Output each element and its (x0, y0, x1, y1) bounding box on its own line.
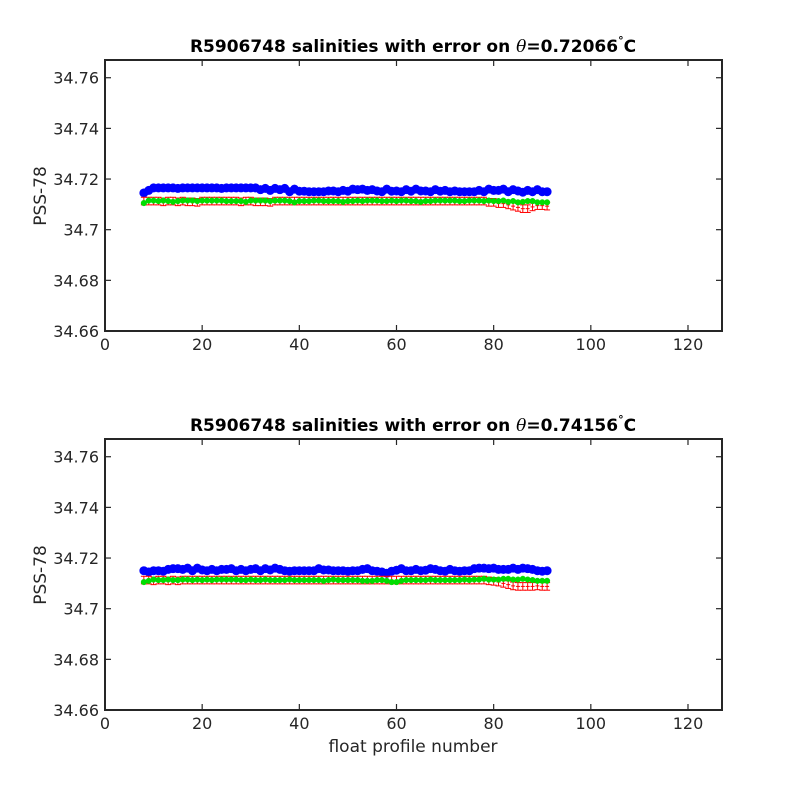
x-tick-label: 40 (289, 335, 309, 354)
x-tick-label: 40 (289, 714, 309, 733)
ylabel-bottom: PSS-78 (31, 545, 51, 605)
x-tick-label: 20 (192, 335, 212, 354)
ylabel-top: PSS-78 (31, 166, 51, 226)
x-tick-label: 120 (673, 714, 704, 733)
plot-frame-bottom (104, 438, 723, 711)
red-errorbar (524, 204, 531, 213)
xlabel-bottom: float profile number (328, 737, 497, 757)
x-tick-label: 80 (483, 335, 503, 354)
subplot-top: R5906748 salinities with error on θ=0.72… (31, 34, 723, 354)
green-point (140, 200, 147, 207)
y-tick-label: 34.72 (53, 549, 99, 568)
y-tick-label: 34.66 (53, 322, 99, 341)
x-tick-label: 60 (386, 714, 406, 733)
x-tick-label: 0 (100, 335, 110, 354)
y-tick-label: 34.68 (53, 271, 99, 290)
y-tick-label: 34.76 (53, 69, 99, 88)
x-tick-label: 20 (192, 714, 212, 733)
y-tick-label: 34.72 (53, 170, 99, 189)
title-top: R5906748 salinities with error on θ=0.72… (190, 34, 636, 57)
blue-point (542, 187, 552, 197)
data-marks-top (139, 183, 552, 213)
y-tick-label: 34.66 (53, 701, 99, 720)
x-tick-label: 100 (576, 714, 607, 733)
ticks-bottom: 0 20 40 60 80 100 120 34.66 34.68 34.7 34.72 34.74 3… (53, 439, 722, 733)
x-tick-label: 100 (576, 335, 607, 354)
green-point (544, 577, 551, 584)
data-marks-bottom (139, 563, 552, 591)
y-tick-label: 34.7 (63, 221, 99, 240)
y-tick-label: 34.7 (63, 600, 99, 619)
green-point (544, 199, 551, 206)
blue-point (542, 566, 552, 576)
subplot-bottom: R5906748 salinities with error on θ=0.74… (31, 413, 723, 757)
y-tick-label: 34.74 (53, 119, 99, 138)
plot-frame-top (104, 59, 723, 332)
x-tick-label: 120 (673, 335, 704, 354)
x-tick-label: 0 (100, 714, 110, 733)
y-tick-label: 34.74 (53, 498, 99, 517)
y-tick-label: 34.68 (53, 650, 99, 669)
x-tick-label: 80 (483, 714, 503, 733)
y-tick-label: 34.76 (53, 448, 99, 467)
x-tick-label: 60 (386, 335, 406, 354)
ticks-top: 0 20 40 60 80 100 120 34.66 34.68 34.7 34.72 34.74 3… (53, 60, 722, 354)
title-bottom: R5906748 salinities with error on θ=0.74… (190, 413, 636, 436)
